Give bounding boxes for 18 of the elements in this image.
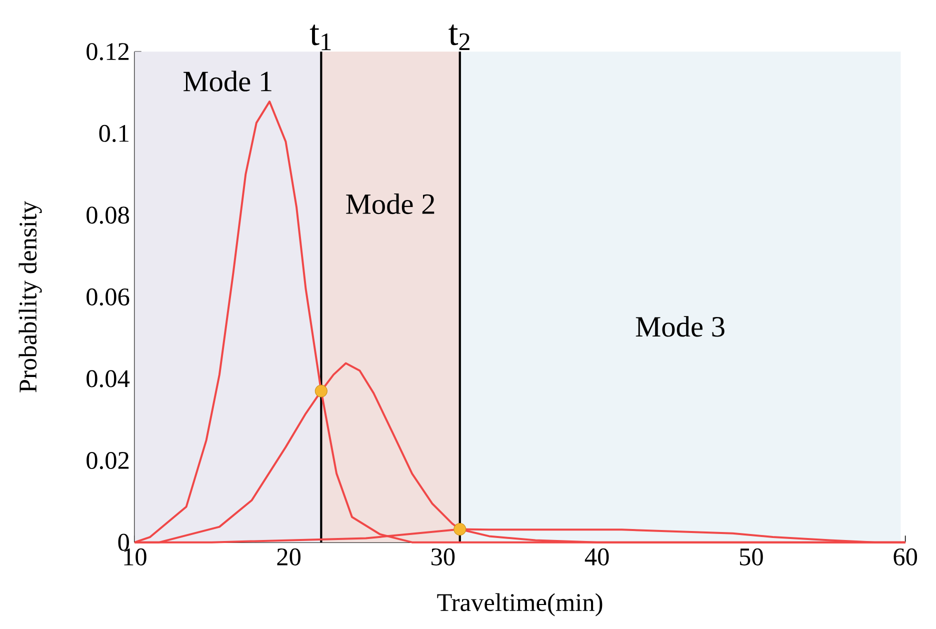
y-tick-label: 0.08: [86, 206, 129, 224]
band-label: Mode 2: [346, 193, 434, 214]
ref-line-label: t$_{2}$: [448, 24, 470, 50]
x-tick-label: 40: [584, 548, 609, 566]
x-tick-label: 20: [277, 548, 300, 566]
y-tick-label: 0.02: [86, 452, 129, 470]
y-tick-label: 0.04: [86, 370, 130, 388]
y-tick-label: 0.12: [86, 43, 129, 60]
x-axis-title: Traveltime(min): [437, 593, 602, 616]
x-tick-label: 60: [894, 548, 918, 566]
band-label: Mode 1: [184, 70, 272, 92]
band-label: Mode 3: [636, 316, 724, 337]
y-tick-label: 0.1: [99, 124, 128, 142]
x-tick-label: 30: [431, 548, 455, 566]
y-tick-label: 0.06: [86, 288, 130, 306]
ref-line-label: t$_{1}$: [310, 24, 331, 50]
x-tick-label: 50: [740, 548, 763, 566]
y-axis-title: Probability density: [18, 201, 42, 392]
